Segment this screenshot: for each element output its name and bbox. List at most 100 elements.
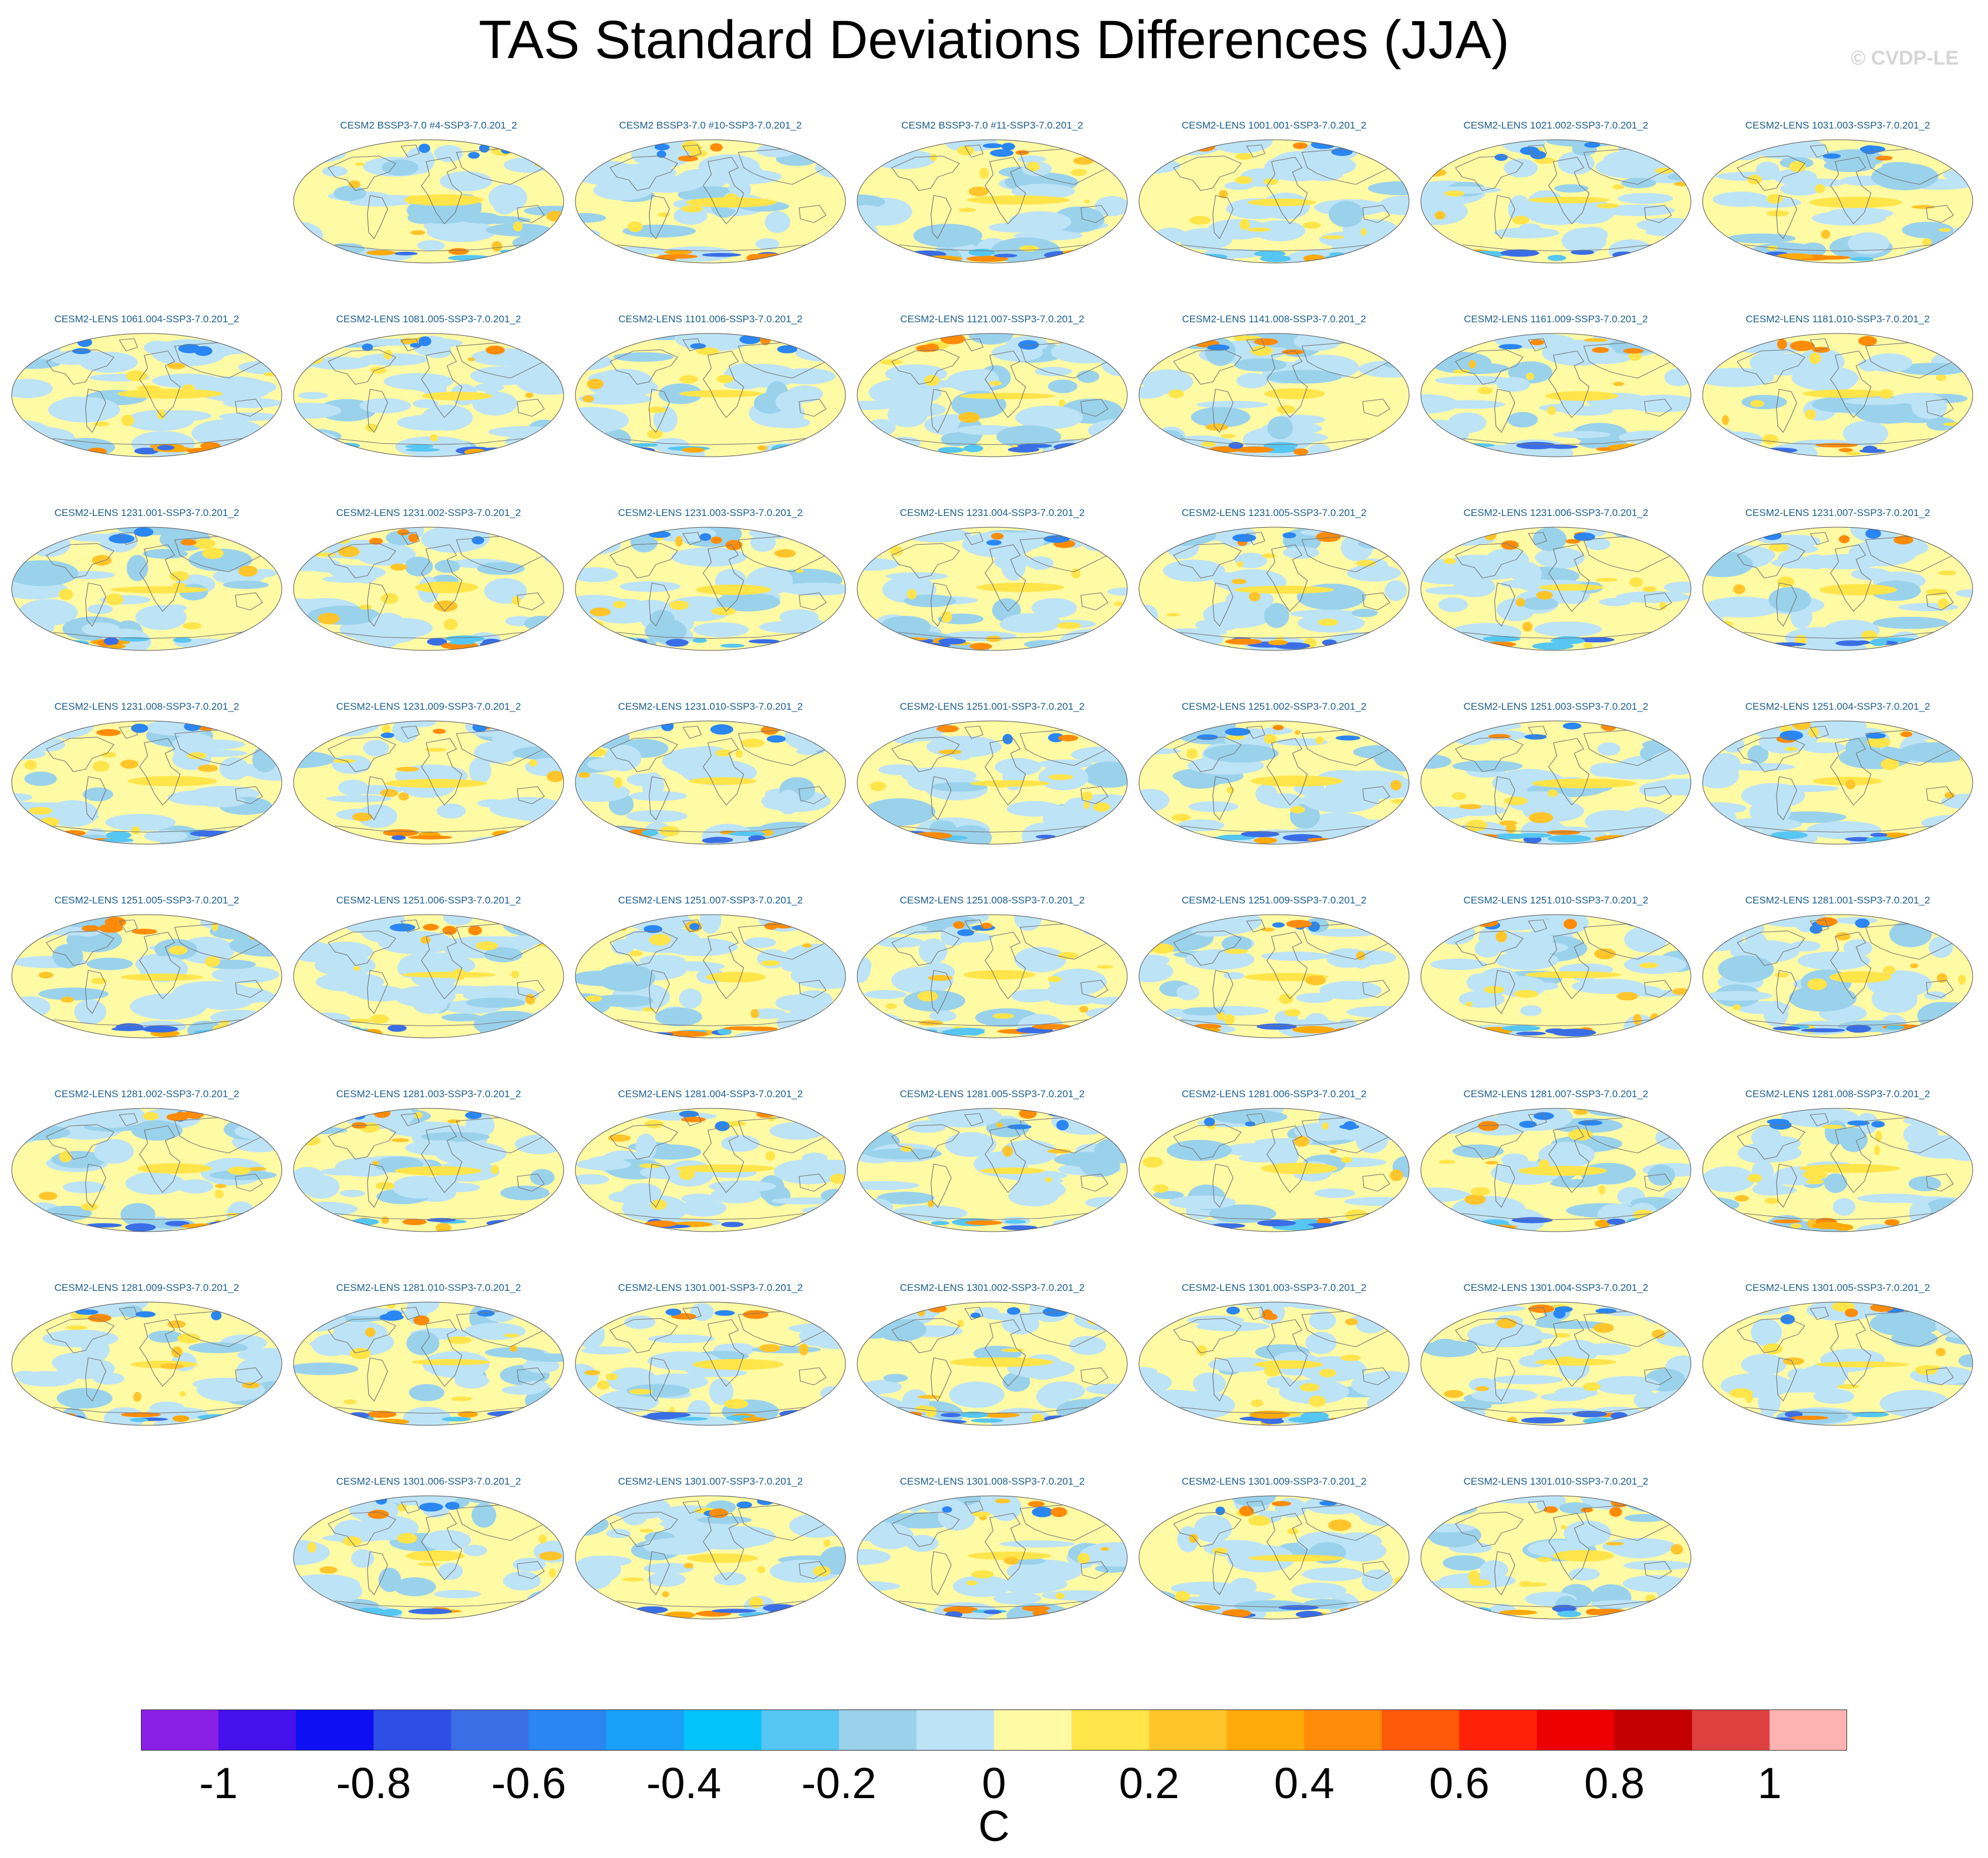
anomaly-patch <box>1926 721 1960 729</box>
anomaly-patch <box>1225 727 1251 736</box>
anomaly-patch <box>1362 1569 1393 1592</box>
anomaly-patch <box>397 1503 407 1512</box>
map-border <box>293 333 564 457</box>
map-border <box>1420 1301 1692 1426</box>
coastline <box>1494 582 1515 627</box>
anomaly-patch <box>1595 1375 1660 1395</box>
anomaly-patch <box>294 1108 343 1118</box>
global-map <box>1420 720 1692 845</box>
map-panel: CESM2-LENS 1301.007-SSP3-7.0.201_2 <box>570 1476 851 1658</box>
anomaly-patch <box>681 205 703 213</box>
coastline <box>1246 338 1265 352</box>
anomaly-patch <box>225 1026 279 1038</box>
anomaly-patch <box>724 1399 749 1409</box>
coastline <box>85 776 106 821</box>
anomaly-patch <box>1139 257 1160 263</box>
anomaly-patch <box>109 534 134 544</box>
colorbar-swatch <box>838 1709 917 1751</box>
anomaly-patch <box>1772 1219 1801 1223</box>
coastline <box>517 1367 545 1385</box>
anomaly-patch <box>1802 389 1888 398</box>
anomaly-patch <box>597 1380 610 1390</box>
anomaly-patch <box>1822 153 1841 159</box>
map-panel-label: CESM2-LENS 1281.005-SSP3-7.0.201_2 <box>899 1088 1085 1100</box>
anomaly-patch <box>407 211 438 224</box>
anomaly-patch <box>1554 184 1589 193</box>
anomaly-patch <box>1870 638 1888 646</box>
anomaly-patch <box>400 952 469 972</box>
anomaly-patch <box>1870 1303 1893 1312</box>
anomaly-patch <box>982 143 1003 149</box>
anomaly-patch <box>1504 797 1528 805</box>
map-panel-label: CESM2 BSSP3-7.0 #10-SSP3-7.0.201_2 <box>619 120 802 131</box>
anomaly-patch <box>651 1199 667 1210</box>
anomaly-patch <box>678 155 698 162</box>
anomaly-patch <box>1262 553 1276 558</box>
anomaly-patch <box>1288 1416 1332 1423</box>
anomaly-patch <box>1815 1361 1910 1368</box>
coastline <box>1180 438 1370 446</box>
anomaly-patch <box>1810 925 1822 934</box>
coastline <box>1266 738 1308 806</box>
coastline <box>1744 1407 1933 1414</box>
anomaly-patch <box>1832 1198 1856 1216</box>
anomaly-patch <box>1741 1354 1787 1375</box>
anomaly-patch <box>1082 924 1106 936</box>
anomaly-patch <box>1898 1225 1935 1230</box>
coastline <box>985 932 1026 1000</box>
anomaly-patch <box>1779 725 1792 732</box>
anomaly-patch <box>1300 1383 1319 1392</box>
coastline <box>891 156 960 191</box>
anomaly-patch <box>1532 527 1567 551</box>
anomaly-patch <box>261 1390 282 1415</box>
anomaly-patch <box>405 195 423 204</box>
anomaly-patch <box>1703 1310 1742 1325</box>
anomaly-patch <box>395 1166 482 1176</box>
coastline <box>1180 632 1370 639</box>
anomaly-patch <box>61 830 86 837</box>
coastline <box>1494 776 1515 821</box>
anomaly-patch <box>1583 338 1608 342</box>
anomaly-patch <box>1139 251 1209 263</box>
anomaly-patch <box>501 1385 543 1395</box>
anomaly-patch <box>1584 141 1600 148</box>
anomaly-patch <box>647 1572 686 1587</box>
anomaly-patch <box>477 562 525 575</box>
anomaly-patch <box>584 1370 601 1375</box>
global-map <box>1420 333 1692 457</box>
coastline <box>1737 737 1805 773</box>
global-map <box>857 1301 1128 1426</box>
anomaly-patch <box>1875 156 1893 161</box>
anomaly-patch <box>318 612 340 625</box>
coastline <box>1246 532 1265 545</box>
anomaly-patch <box>1019 245 1039 252</box>
anomaly-patch <box>1235 446 1274 453</box>
anomaly-patch <box>1802 1170 1828 1180</box>
anomaly-patch <box>709 1508 729 1518</box>
anomaly-patch <box>720 643 745 648</box>
anomaly-patch <box>575 441 623 453</box>
anomaly-patch <box>1777 339 1787 350</box>
anomaly-patch <box>1272 922 1285 928</box>
map-panel: CESM2-LENS 1251.005-SSP3-7.0.201_2 <box>6 895 288 1077</box>
anomaly-patch <box>580 233 595 241</box>
global-map <box>1138 333 1410 457</box>
anomaly-patch <box>300 1603 372 1619</box>
coastline <box>1548 544 1590 612</box>
anomaly-patch <box>547 771 564 783</box>
anomaly-patch <box>476 941 498 950</box>
anomaly-patch <box>1865 733 1886 739</box>
anomaly-patch <box>188 1342 248 1354</box>
anomaly-patch <box>87 604 113 615</box>
anomaly-patch <box>1384 580 1407 601</box>
coastline <box>1212 582 1234 627</box>
anomaly-patch <box>1085 1196 1127 1209</box>
coastline <box>119 338 138 352</box>
anomaly-patch <box>1586 1609 1601 1616</box>
anomaly-patch <box>445 635 485 642</box>
anomaly-patch <box>1465 820 1488 832</box>
anomaly-patch <box>1279 993 1293 1004</box>
anomaly-patch <box>1331 1220 1363 1225</box>
anomaly-patch <box>1375 1108 1409 1132</box>
anomaly-patch <box>1309 1311 1336 1330</box>
